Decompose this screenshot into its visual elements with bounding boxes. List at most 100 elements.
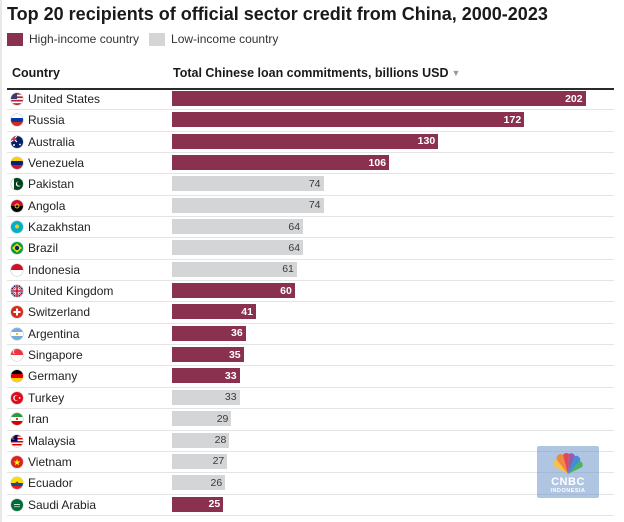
country-label: Australia	[28, 134, 75, 149]
table-row: Switzerland 41	[7, 302, 614, 324]
bar-germany: 33	[172, 368, 240, 384]
value-label: 74	[308, 199, 321, 212]
table-row: Ecuador 26	[7, 473, 614, 495]
flag-tr-icon	[11, 391, 23, 404]
table-row: Saudi Arabia 25	[7, 495, 614, 516]
bar-brazil: 64	[172, 240, 304, 256]
flag-id-icon	[11, 263, 23, 276]
flag-pk-icon	[11, 178, 23, 191]
watermark-brand: CNBC	[551, 476, 585, 488]
value-label: 29	[216, 412, 229, 425]
value-label: 26	[210, 476, 223, 489]
legend-item-low: Low-income country	[149, 32, 278, 46]
table-row: Australia 130	[7, 132, 614, 154]
value-label: 35	[228, 348, 241, 361]
country-label: Kazakhstan	[28, 220, 91, 235]
country-label: Saudi Arabia	[28, 497, 97, 512]
value-label: 25	[208, 498, 221, 511]
country-label: Ecuador	[28, 476, 73, 491]
flag-ve-icon	[11, 157, 23, 170]
bar-vietnam: 27	[172, 453, 228, 469]
flag-ir-icon	[11, 413, 23, 426]
table-row: Russia 172	[7, 110, 614, 132]
table-row: United States 202	[7, 89, 614, 111]
country-column-header[interactable]: Country	[12, 66, 60, 80]
bar-singapore: 35	[172, 347, 244, 363]
country-label: Switzerland	[28, 305, 91, 320]
value-label: 33	[224, 369, 237, 382]
value-label: 172	[503, 113, 522, 126]
flag-ch-icon	[11, 306, 23, 319]
flag-ao-icon	[11, 199, 23, 212]
value-label: 60	[280, 284, 292, 297]
table-row: Venezuela 106	[7, 153, 614, 175]
value-column-label: Total Chinese loan commitments, billions…	[173, 66, 449, 80]
table-body: United States 202 Russia 172 Australia 130 Ven…	[7, 89, 614, 516]
flag-ec-icon	[11, 477, 23, 490]
country-label: Iran	[28, 412, 49, 427]
value-label: 27	[212, 455, 225, 468]
legend-swatch-high	[7, 32, 23, 46]
country-label: Angola	[28, 198, 66, 213]
sort-descending-icon[interactable]: ▼	[451, 68, 461, 78]
value-label: 64	[288, 241, 301, 254]
bar-iran: 29	[172, 411, 232, 427]
value-label: 41	[241, 305, 253, 318]
country-label: Argentina	[28, 326, 80, 341]
table-row: United Kingdom 60	[7, 281, 614, 303]
value-label: 130	[417, 135, 436, 148]
value-column-header[interactable]: Total Chinese loan commitments, billions…	[173, 66, 460, 80]
value-label: 28	[214, 434, 227, 446]
value-label: 106	[368, 156, 387, 169]
table-row: Argentina 36	[7, 324, 614, 346]
table-header: Country Total Chinese loan commitments, …	[7, 56, 614, 90]
flag-ru-icon	[11, 114, 23, 127]
flag-ar-icon	[11, 327, 23, 340]
country-label: Russia	[28, 113, 65, 128]
country-label: Malaysia	[28, 433, 76, 448]
bar-pakistan: 74	[172, 176, 324, 192]
table-row: Malaysia 28	[7, 431, 614, 452]
bar-saudi-arabia: 25	[172, 496, 224, 512]
country-label: Pakistan	[28, 177, 75, 192]
value-label: 64	[288, 220, 301, 233]
table-row: Vietnam 27	[7, 452, 614, 474]
legend-swatch-low	[149, 32, 166, 46]
bar-switzerland: 41	[172, 304, 256, 320]
bar-indonesia: 61	[172, 261, 297, 277]
country-label: Turkey	[28, 390, 65, 405]
country-column-label: Country	[12, 66, 60, 80]
flag-sa-icon	[11, 498, 23, 511]
country-label: Indonesia	[28, 262, 81, 277]
table-row: Indonesia 61	[7, 260, 614, 282]
flag-kz-icon	[11, 221, 23, 234]
value-label: 36	[231, 327, 243, 340]
table-row: Germany 33	[7, 366, 614, 388]
flag-br-icon	[11, 242, 23, 255]
bar-argentina: 36	[172, 325, 246, 341]
value-label: 202	[565, 92, 583, 105]
table-row: Brazil 64	[7, 238, 614, 260]
flag-us-icon	[11, 93, 23, 105]
country-label: Brazil	[28, 241, 59, 256]
table-row: Iran 29	[7, 409, 614, 431]
flag-gb-icon	[11, 285, 23, 298]
legend-label-high: High-income country	[29, 32, 140, 46]
flag-my-icon	[11, 434, 23, 447]
legend-label-low: Low-income country	[171, 32, 279, 46]
legend-item-high: High-income country	[7, 32, 139, 46]
value-label: 74	[308, 177, 321, 190]
bar-ecuador: 26	[172, 475, 226, 491]
bar-turkey: 33	[172, 389, 240, 405]
value-label: 33	[224, 391, 237, 404]
country-label: Vietnam	[28, 454, 72, 469]
country-label: Germany	[28, 369, 78, 384]
table-row: Turkey 33	[7, 388, 614, 410]
bar-kazakhstan: 64	[172, 219, 304, 235]
bar-united-states: 202	[172, 91, 586, 106]
country-label: Singapore	[28, 348, 83, 363]
country-label: United Kingdom	[28, 284, 114, 299]
bar-malaysia: 28	[172, 432, 230, 448]
country-label: Venezuela	[28, 156, 85, 171]
flag-de-icon	[11, 370, 23, 383]
